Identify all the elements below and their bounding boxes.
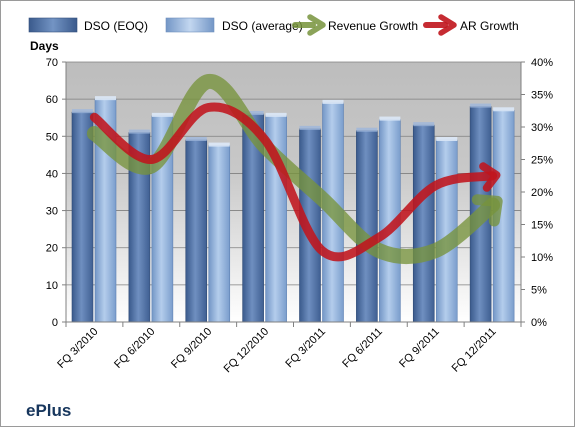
legend-swatch-dso-average [165, 17, 215, 33]
bar-cap-dso-average [379, 116, 401, 121]
y-axis-title: Days [30, 39, 59, 53]
y-tick-label: 30 [46, 206, 58, 218]
x-tick-label: FQ 12/2011 [450, 326, 499, 375]
bar-dso-eoq [71, 111, 94, 323]
company-name: ePlus [26, 401, 71, 420]
bar-cap-dso-eoq [413, 122, 435, 127]
y2-tick-label: 15% [531, 220, 553, 232]
legend-label-ar-growth: AR Growth [460, 19, 519, 33]
y-tick-label: 10 [46, 280, 58, 292]
x-tick-label: FQ 6/2011 [340, 326, 385, 371]
legend-arrow-revenue-growth [292, 14, 326, 36]
line-ar-growth-arrowhead [479, 162, 501, 192]
bar-dso-eoq [412, 124, 435, 323]
bar-cap-dso-eoq [185, 137, 207, 141]
y2-tick-label: 40% [531, 57, 553, 69]
y2-tick-label: 10% [531, 252, 553, 264]
y2-tick-label: 20% [531, 187, 553, 199]
right-axis-ticks: 0% 5% 10% 15% 20% 25% 30% 35% 40% [521, 57, 553, 329]
y-tick-label: 70 [46, 57, 58, 69]
bar-dso-eoq [185, 139, 208, 323]
y2-tick-label: 35% [531, 90, 553, 102]
y2-tick-label: 5% [531, 285, 547, 297]
y-tick-label: 0 [52, 317, 58, 329]
bar-dso-average [208, 145, 231, 323]
bar-cap-dso-average [95, 96, 116, 101]
bar-cap-dso-average [208, 142, 230, 147]
bar-cap-dso-eoq [72, 109, 93, 114]
growth-lines [86, 74, 503, 265]
y2-tick-label: 25% [531, 155, 553, 167]
bar-cap-dso-eoq [470, 103, 492, 108]
y-tick-label: 40 [46, 168, 58, 180]
x-tick-label: FQ 9/2011 [397, 326, 442, 371]
bar-cap-dso-average [151, 112, 173, 117]
legend-arrow-ar-growth [423, 14, 457, 36]
y2-tick-label: 0% [531, 317, 547, 329]
x-tick-label: FQ 12/2010 [222, 326, 272, 376]
y2-tick-label: 30% [531, 122, 553, 134]
legend-label-revenue-growth: Revenue Growth [328, 19, 418, 33]
x-tick-label: FQ 3/2010 [55, 326, 100, 371]
bar-cap-dso-average [265, 112, 287, 117]
x-axis-ticks: FQ 3/2010 FQ 6/2010 FQ 9/2010 FQ 12/2010 FQ … [55, 326, 498, 376]
y-tick-label: 20 [46, 243, 58, 255]
line-revenue-growth-arrowhead [471, 194, 503, 227]
y-tick-label: 60 [46, 94, 58, 106]
bar-cap-dso-eoq [242, 111, 264, 115]
bar-cap-dso-average [322, 99, 344, 104]
legend: DSO (EOQ) DSO (average) Revenue Growth A… [28, 14, 519, 36]
x-tick-label: FQ 6/2010 [112, 326, 157, 371]
x-tick-label: FQ 9/2010 [169, 326, 214, 371]
left-axis-ticks: 0 10 20 30 40 50 60 70 [46, 57, 66, 329]
bar-cap-dso-eoq [356, 127, 378, 132]
legend-label-dso-average: DSO (average) [222, 19, 303, 33]
legend-swatch-dso-eoq [28, 17, 78, 33]
x-tick-label: FQ 3/2011 [283, 326, 328, 371]
bar-cap-dso-eoq [128, 129, 150, 134]
bar-cap-dso-average [493, 107, 515, 112]
bar-cap-dso-eoq [299, 125, 321, 130]
y-tick-label: 50 [46, 131, 58, 143]
legend-label-dso-eoq: DSO (EOQ) [84, 19, 148, 33]
bar-cap-dso-average [436, 137, 458, 141]
line-ar-growth [89, 102, 498, 262]
